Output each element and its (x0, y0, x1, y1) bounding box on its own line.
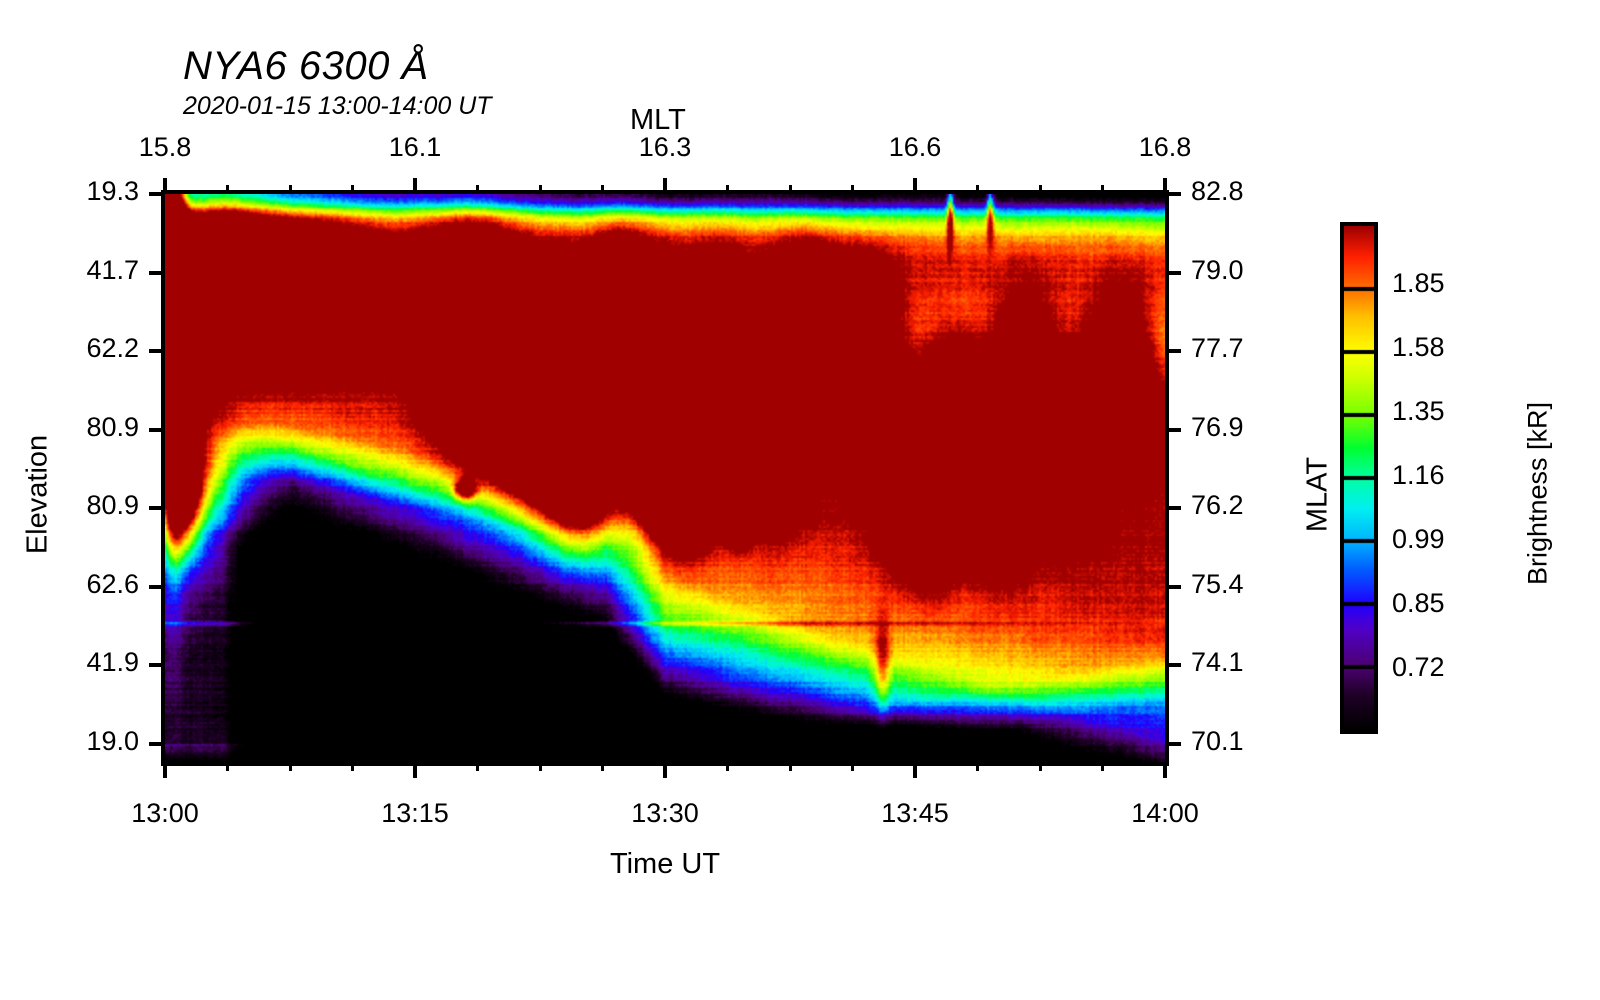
y2-major-tick (1165, 663, 1181, 668)
x-minor-tick (1101, 762, 1104, 771)
y-tick-label: 19.3 (86, 176, 139, 206)
colorbar-tick-label: 1.35 (1392, 396, 1445, 426)
colorbar[interactable] (1340, 222, 1378, 734)
colorbar-tick-label: 1.85 (1392, 268, 1445, 298)
bottom-axis-title: Time UT (609, 848, 721, 880)
y-major-tick (149, 270, 165, 275)
x2-minor-tick (976, 185, 979, 194)
x-major-tick (1163, 762, 1167, 778)
y2-major-tick (1165, 427, 1181, 432)
x-major-tick (913, 762, 917, 778)
x-minor-tick (538, 762, 542, 771)
x-minor-tick (351, 762, 354, 771)
y2-tick-label: 82.8 (1191, 176, 1244, 206)
x2-major-tick (1163, 178, 1167, 194)
x2-major-tick (663, 178, 667, 194)
y2-tick-label: 70.1 (1191, 725, 1244, 756)
x-minor-tick (976, 762, 979, 771)
x2-minor-tick (538, 185, 542, 194)
x-minor-tick (788, 762, 792, 771)
x2-tick-label: 16.6 (888, 132, 942, 162)
x-minor-tick (476, 762, 479, 771)
colorbar-axis-title: Brightness [kR] (1522, 401, 1553, 586)
y-major-tick (149, 506, 165, 511)
y2-tick-label: 76.2 (1191, 490, 1244, 521)
y-tick-label: 62.6 (86, 568, 139, 599)
y-tick-label: 41.7 (86, 254, 139, 285)
x-tick-label: 13:30 (631, 798, 699, 828)
colorbar-tick-label: 0.72 (1392, 652, 1445, 682)
x2-tick-label: 16.1 (388, 132, 442, 162)
x-major-tick (663, 762, 667, 778)
y2-tick-label: 76.9 (1191, 411, 1244, 442)
x-minor-tick (226, 762, 229, 771)
x2-major-tick (413, 178, 417, 194)
x2-minor-tick (476, 185, 479, 194)
x2-minor-tick (1038, 185, 1042, 194)
x2-minor-tick (726, 185, 729, 194)
x2-minor-tick (601, 185, 604, 194)
y2-tick-label: 77.7 (1191, 333, 1244, 364)
colorbar-tick-label: 1.58 (1392, 332, 1445, 362)
x2-tick-label: 15.8 (138, 132, 192, 162)
y-tick-label: 41.9 (86, 647, 139, 678)
y2-tick-label: 79.0 (1191, 254, 1244, 285)
y-major-tick (149, 349, 165, 354)
x2-minor-tick (288, 185, 292, 194)
y2-tick-label: 75.4 (1191, 568, 1244, 599)
x-tick-label: 13:15 (381, 798, 449, 828)
x-minor-tick (851, 762, 854, 771)
x-tick-label: 13:00 (131, 798, 199, 828)
colorbar-gradient (1344, 226, 1374, 730)
page-subtitle: 2020-01-15 13:00-14:00 UT (183, 92, 492, 120)
y2-major-tick (1165, 584, 1181, 589)
x2-tick-label: 16.8 (1138, 132, 1192, 162)
y-tick-label: 80.9 (86, 490, 139, 521)
y2-major-tick (1165, 349, 1181, 354)
keogram-plot-area[interactable] (161, 190, 1169, 766)
y2-major-tick (1165, 270, 1181, 275)
colorbar-tick-label: 0.85 (1392, 588, 1445, 618)
y2-major-tick (1165, 506, 1181, 511)
x-minor-tick (726, 762, 729, 771)
x2-tick-label: 16.3 (638, 132, 692, 162)
x2-minor-tick (1101, 185, 1104, 194)
x-tick-label: 14:00 (1131, 798, 1199, 828)
y-major-tick (149, 741, 165, 746)
x-major-tick (413, 762, 417, 778)
x2-minor-tick (351, 185, 354, 194)
colorbar-tick-label: 1.16 (1392, 460, 1445, 490)
y2-major-tick (1165, 741, 1181, 746)
y-tick-label: 80.9 (86, 411, 139, 442)
y-major-tick (149, 663, 165, 668)
x-tick-label: 13:45 (881, 798, 949, 828)
x2-minor-tick (226, 185, 229, 194)
y-major-tick (149, 192, 165, 196)
x-minor-tick (288, 762, 292, 771)
x-major-tick (163, 762, 167, 778)
y-major-tick (149, 584, 165, 589)
x2-minor-tick (851, 185, 854, 194)
x-minor-tick (601, 762, 604, 771)
y2-tick-label: 74.1 (1191, 647, 1244, 678)
y-tick-label: 62.2 (86, 333, 139, 364)
x2-major-tick (913, 178, 917, 194)
keogram-image (165, 194, 1165, 762)
x-minor-tick (1038, 762, 1042, 771)
x2-major-tick (163, 178, 167, 194)
y2-major-tick (1165, 192, 1181, 196)
y-tick-label: 19.0 (86, 725, 139, 756)
y-major-tick (149, 427, 165, 432)
colorbar-tick-label: 0.99 (1392, 524, 1445, 554)
top-axis-title: MLT (630, 104, 686, 136)
x2-minor-tick (788, 185, 792, 194)
page-title: NYA6 6300 Å (183, 44, 429, 88)
